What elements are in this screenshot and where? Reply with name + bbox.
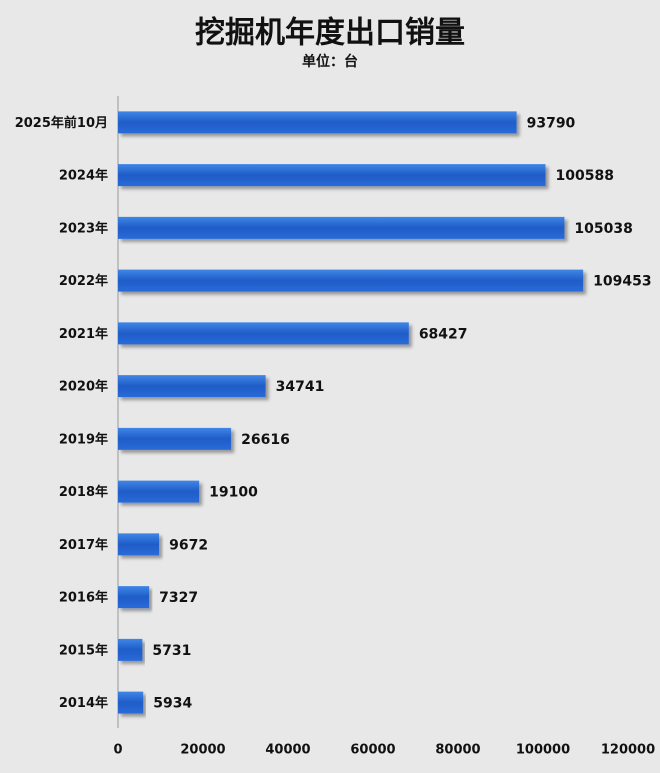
y-tick-label: 2024年: [59, 168, 108, 184]
bar: [118, 480, 200, 503]
y-tick-label: 2014年: [59, 695, 108, 711]
x-tick-label: 100000: [516, 743, 570, 758]
bar: [118, 691, 144, 714]
x-tick-label: 80000: [435, 743, 480, 758]
data-label: 5934: [153, 696, 192, 712]
x-tick-label: 20000: [180, 743, 225, 758]
y-tick-label: 2018年: [59, 484, 108, 500]
y-tick-label: 2019年: [59, 431, 108, 447]
bar: [118, 164, 546, 187]
chart-title: 挖掘机年度出口销量: [195, 16, 465, 51]
y-tick-label: 2015年: [59, 642, 108, 658]
data-label: 26616: [241, 432, 290, 448]
x-tick-label: 40000: [265, 743, 310, 758]
data-label: 5731: [152, 643, 191, 659]
bar: [118, 427, 232, 450]
data-label: 109453: [593, 274, 651, 290]
data-label: 9672: [169, 537, 208, 553]
bar: [118, 533, 160, 556]
data-label: 100588: [555, 168, 613, 184]
y-tick-label: 2023年: [59, 220, 108, 236]
bar: [118, 111, 517, 134]
bar: [118, 638, 143, 661]
chart-subtitle: 单位：台: [302, 53, 358, 70]
y-tick-label: 2020年: [59, 379, 108, 395]
data-label: 105038: [574, 221, 632, 237]
x-tick-label: 60000: [350, 743, 395, 758]
bar: [118, 269, 584, 292]
bar: [118, 586, 150, 609]
data-label: 34741: [276, 379, 325, 395]
data-label: 93790: [527, 115, 576, 131]
data-label: 7327: [159, 590, 198, 606]
x-tick-label: 120000: [601, 743, 655, 758]
bar: [118, 216, 565, 239]
bar: [118, 322, 409, 345]
y-tick-label: 2017年: [59, 537, 108, 553]
bar: [118, 375, 266, 398]
y-tick-label: 2016年: [59, 590, 108, 606]
y-tick-label: 2022年: [59, 273, 108, 289]
data-label: 68427: [419, 326, 468, 342]
y-tick-label: 2021年: [59, 326, 108, 342]
data-label: 19100: [209, 485, 258, 501]
x-tick-label: 0: [113, 743, 122, 758]
y-tick-label: 2025年前10月: [15, 115, 108, 131]
